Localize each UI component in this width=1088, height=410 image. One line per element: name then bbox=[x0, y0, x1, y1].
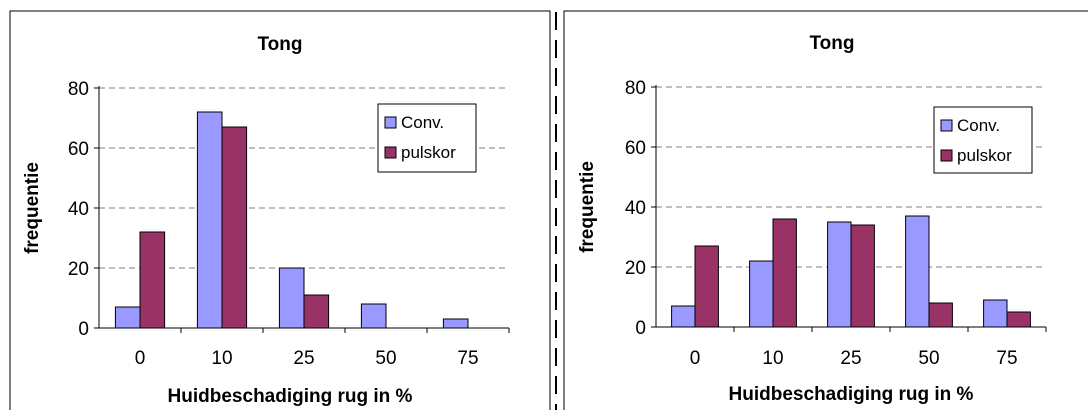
y-tick-label: 20 bbox=[68, 259, 89, 280]
x-tick-label: 25 bbox=[293, 348, 314, 369]
bar-conv bbox=[196, 111, 223, 329]
chart-title: Tong bbox=[257, 34, 302, 55]
bar-pulskor bbox=[694, 245, 719, 328]
x-tick-label: 50 bbox=[375, 348, 396, 369]
x-tick-label: 25 bbox=[840, 348, 861, 369]
y-tick-label: 80 bbox=[68, 79, 89, 100]
x-axis-label: Huidbeschadiging rug in % bbox=[729, 384, 974, 405]
bar-conv bbox=[749, 260, 774, 328]
bar-pulskor bbox=[139, 231, 166, 329]
x-tick-label: 10 bbox=[762, 348, 783, 369]
legend-box bbox=[933, 106, 1033, 174]
legend-swatch-conv bbox=[384, 116, 397, 129]
legend-swatch-pulskor bbox=[940, 149, 953, 162]
x-tick-label: 0 bbox=[135, 348, 146, 369]
legend-label: pulskor bbox=[401, 143, 456, 162]
legend-label: Conv. bbox=[957, 116, 1000, 135]
y-tick-label: 0 bbox=[78, 319, 89, 340]
legend-swatch-pulskor bbox=[384, 146, 397, 159]
bar-pulskor bbox=[928, 302, 953, 328]
y-tick-label: 0 bbox=[635, 318, 646, 339]
bar-pulskor bbox=[772, 218, 797, 328]
bar-conv bbox=[671, 305, 696, 328]
x-tick-label: 0 bbox=[690, 348, 701, 369]
y-tick-label: 60 bbox=[68, 139, 89, 160]
bar-conv bbox=[278, 267, 305, 329]
bar-pulskor bbox=[221, 126, 248, 329]
chart-panel-2: Tong 0 20 40 60 80 0 10 25 50 75 Huidbeschadiging r… bbox=[563, 10, 1088, 410]
bar-conv bbox=[360, 303, 387, 329]
legend-swatch-conv bbox=[940, 119, 953, 132]
legend: Conv. pulskor bbox=[933, 106, 1033, 174]
x-tick-label: 75 bbox=[457, 348, 478, 369]
chart-title: Tong bbox=[809, 33, 854, 54]
bar-pulskor bbox=[850, 224, 875, 328]
y-tick-label: 60 bbox=[625, 138, 646, 159]
bar-conv bbox=[905, 215, 930, 328]
y-tick-label: 80 bbox=[625, 78, 646, 99]
y-tick-label: 40 bbox=[68, 199, 89, 220]
bar-conv bbox=[442, 318, 469, 329]
x-axis-label: Huidbeschadiging rug in % bbox=[168, 386, 413, 407]
legend-label: pulskor bbox=[957, 146, 1012, 165]
chart-panel-1: Tong 0 20 40 60 80 0 10 25 50 75 Huidbeschadiging r… bbox=[9, 10, 551, 410]
bar-pulskor bbox=[1006, 311, 1031, 328]
y-axis-label: frequentie bbox=[577, 161, 598, 253]
x-tick-label: 50 bbox=[918, 348, 939, 369]
bar-conv bbox=[983, 299, 1008, 328]
y-axis-label: frequentie bbox=[22, 162, 43, 254]
bar-conv bbox=[827, 221, 852, 328]
bar-conv bbox=[114, 306, 141, 329]
chart-frame bbox=[9, 10, 551, 410]
y-tick-label: 20 bbox=[625, 258, 646, 279]
legend-box bbox=[377, 103, 477, 173]
y-tick-label: 40 bbox=[625, 198, 646, 219]
legend-label: Conv. bbox=[401, 113, 444, 132]
legend: Conv. pulskor bbox=[377, 103, 477, 173]
bar-pulskor bbox=[303, 294, 330, 329]
chart-frame bbox=[563, 10, 1088, 410]
x-tick-label: 75 bbox=[996, 348, 1017, 369]
x-tick-label: 10 bbox=[211, 348, 232, 369]
